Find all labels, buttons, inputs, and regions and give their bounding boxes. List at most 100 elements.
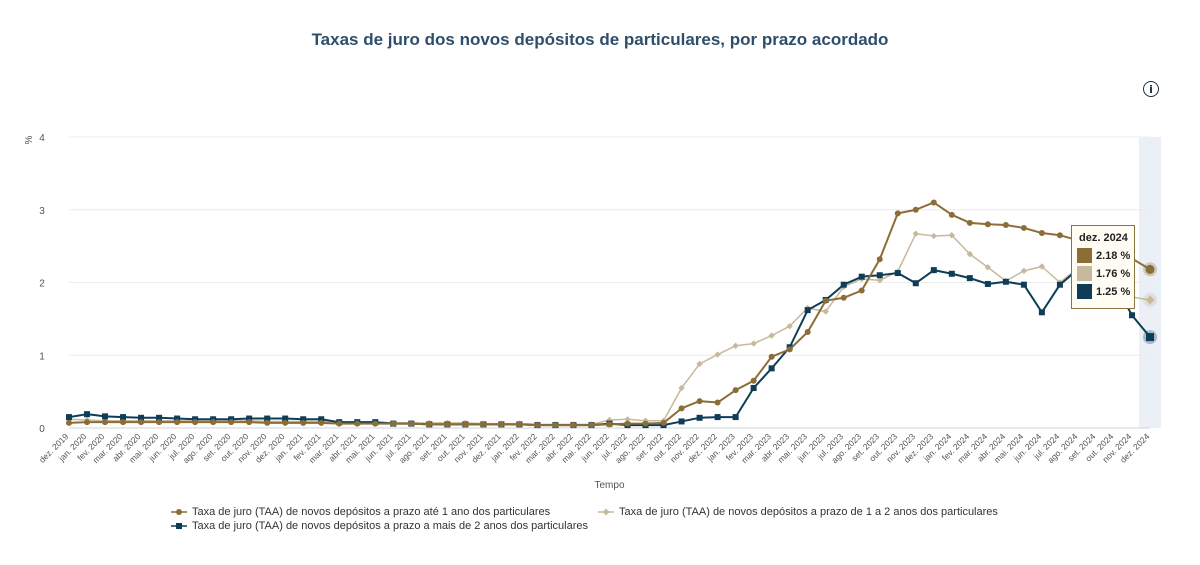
series-3-point: [876, 272, 883, 279]
series-2-color-swatch: [1077, 266, 1092, 281]
series-1-point: [966, 219, 973, 226]
series-1-point: [714, 399, 721, 406]
series-1-point: [156, 419, 163, 426]
y-tick-label: 0: [39, 424, 45, 435]
tooltip-value: 1.76 %: [1096, 267, 1131, 280]
series-3-point: [174, 415, 181, 422]
series-1-point: [552, 422, 559, 429]
series-1-point: [192, 419, 199, 426]
series-1-point: [210, 419, 217, 426]
series-3-point: [894, 270, 901, 277]
series-3-point: [984, 280, 991, 287]
series-1-point: [102, 419, 109, 426]
series-1-point: [606, 421, 613, 428]
series-1-point: [858, 287, 865, 294]
series-2-point: [930, 232, 937, 240]
legend-square-marker-icon: [171, 523, 187, 529]
series-3-point: [912, 280, 919, 287]
series-1-point: [804, 328, 811, 335]
series-3-point: [1146, 333, 1154, 342]
series-2-point: [1038, 263, 1046, 270]
series-1-point: [1002, 222, 1009, 229]
chart-title: Taxas de juro dos novos depósitos de par…: [311, 30, 889, 49]
tooltip-value: 1.25 %: [1096, 285, 1131, 298]
series-3-point: [1002, 278, 1009, 285]
series-1-point: [894, 210, 901, 217]
tooltip-header: dez. 2024: [1079, 232, 1128, 244]
tooltip-value: 2.18 %: [1096, 249, 1131, 262]
series-1-point: [336, 420, 343, 427]
y-tick-label: 4: [39, 133, 45, 144]
series-1-point: [534, 422, 541, 429]
series-3-color-swatch: [1077, 284, 1092, 299]
series-1-point: [732, 387, 739, 394]
series-3-point: [300, 416, 307, 423]
series-1-point: [444, 421, 451, 428]
series-3-point: [858, 273, 865, 280]
series-1-point: [912, 206, 919, 213]
tooltip-row: 1.25 %: [1077, 284, 1130, 299]
series-2-point: [876, 277, 883, 284]
series-1-point: [174, 419, 181, 426]
series-1-point: [1020, 224, 1027, 231]
series-1-point: [282, 419, 289, 426]
series-3-point: [318, 416, 325, 423]
series-1-point: [1056, 232, 1063, 239]
series-3-point: [714, 414, 721, 421]
info-icon[interactable]: i: [1143, 81, 1159, 97]
series-2-point: [984, 264, 992, 271]
series-1-point: [624, 420, 631, 427]
series-3-point: [696, 414, 703, 421]
series-2-point: [624, 416, 631, 423]
series-1-point: [318, 419, 325, 426]
series-1-point: [300, 419, 307, 426]
legend-circle-marker-icon: [171, 509, 187, 515]
series-2-point: [678, 384, 685, 392]
series-2-line: [68, 233, 1151, 426]
series-2-point: [750, 340, 757, 347]
series-1-color-swatch: [1077, 248, 1092, 263]
series-3-point: [246, 415, 253, 422]
series-2-point: [786, 322, 793, 330]
legend-label: Taxa de juro (TAA) de novos depósitos a …: [192, 506, 551, 518]
legend-item-series-3[interactable]: Taxa de juro (TAA) de novos depósitos a …: [171, 520, 588, 532]
series-1-point: [984, 221, 991, 228]
series-1-point: [840, 294, 847, 301]
legend-item-series-1[interactable]: Taxa de juro (TAA) de novos depósitos a …: [171, 506, 550, 518]
series-1-point: [642, 420, 649, 427]
series-1-point: [462, 421, 469, 428]
series-1-point: [498, 421, 505, 428]
series-1-point: [1038, 230, 1045, 237]
series-1-point: [1145, 264, 1155, 274]
series-1-point: [768, 353, 775, 360]
series-2-point: [1145, 295, 1155, 305]
series-2-point: [966, 250, 974, 258]
series-1-point: [354, 420, 361, 427]
series-3-point: [264, 415, 271, 422]
y-axis-label: %: [24, 135, 35, 144]
legend-item-series-2[interactable]: Taxa de juro (TAA) de novos depósitos a …: [598, 506, 998, 518]
series-1-point: [516, 421, 523, 428]
y-tick-label: 1: [39, 351, 45, 362]
series-1-point: [480, 421, 487, 428]
series-1-point: [66, 419, 72, 426]
series-2-point: [912, 230, 919, 237]
series-1-point: [120, 419, 127, 426]
series-3-point: [120, 414, 127, 421]
series-3-point: [732, 414, 739, 421]
x-axis-label: Tempo: [594, 480, 624, 491]
series-3-point: [1038, 309, 1045, 316]
series-2-point: [948, 232, 956, 239]
series-2-point: [732, 342, 739, 349]
series-1-point: [228, 419, 235, 426]
series-3-point: [102, 413, 109, 420]
series-1-point: [84, 419, 91, 426]
series-1-point: [678, 405, 685, 412]
y-tick-label: 2: [39, 279, 45, 290]
series-3-point: [1020, 281, 1027, 288]
series-1-point: [408, 420, 415, 427]
series-3-point: [804, 307, 811, 314]
series-3-point: [138, 414, 145, 421]
series-3-point: [930, 267, 937, 274]
